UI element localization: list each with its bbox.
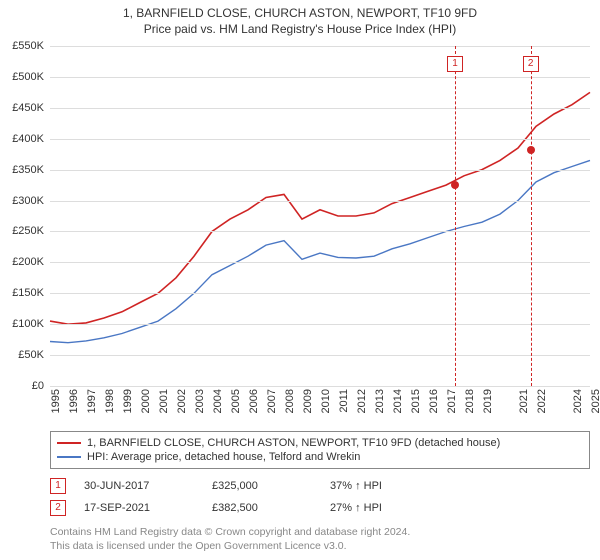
chart-x-tick-label: 2003 [194, 389, 206, 413]
chart-y-tick-label: £300K [12, 195, 44, 207]
chart-x-tick-label: 2010 [320, 389, 332, 413]
transaction-price: £325,000 [212, 480, 312, 492]
chart-gridline [50, 46, 590, 47]
chart-x-tick-label: 2004 [212, 389, 224, 413]
chart-x-tick-label: 2015 [410, 389, 422, 413]
chart-x-tick-label: 2007 [266, 389, 278, 413]
chart-marker-badge: 1 [447, 56, 463, 72]
transaction-date: 17-SEP-2021 [84, 502, 194, 514]
footer-attribution: Contains HM Land Registry data © Crown c… [50, 525, 590, 553]
chart-x-tick-label: 2016 [428, 389, 440, 413]
chart-y-tick-label: £150K [12, 287, 44, 299]
chart-gridline [50, 108, 590, 109]
chart-series-hpi [50, 160, 590, 342]
chart-marker-dot [451, 181, 459, 189]
chart-y-tick-label: £250K [12, 225, 44, 237]
chart-y-tick-label: £400K [12, 133, 44, 145]
chart-y-tick-label: £500K [12, 71, 44, 83]
chart-x-tick-label: 2021 [518, 389, 530, 413]
chart-x-tick-label: 2006 [248, 389, 260, 413]
chart-y-tick-label: £0 [32, 380, 44, 392]
chart-x-tick-label: 2022 [536, 389, 548, 413]
chart-x-tick-label: 2025 [590, 389, 600, 413]
transaction-delta: 37% ↑ HPI [330, 480, 382, 492]
chart-x-tick-label: 2005 [230, 389, 242, 413]
chart-x-tick-label: 1995 [50, 389, 62, 413]
legend-swatch [57, 456, 81, 458]
chart-y-tick-label: £200K [12, 256, 44, 268]
chart-marker-line [455, 46, 456, 386]
chart-y-tick-label: £450K [12, 102, 44, 114]
transaction-row: 2 17-SEP-2021 £382,500 27% ↑ HPI [50, 497, 590, 519]
legend-label: 1, BARNFIELD CLOSE, CHURCH ASTON, NEWPOR… [87, 437, 500, 449]
chart-plot-area: £0£50K£100K£150K£200K£250K£300K£350K£400… [50, 46, 590, 387]
chart-x-tick-label: 1999 [122, 389, 134, 413]
chart-x-tick-label: 2012 [356, 389, 368, 413]
chart-gridline [50, 201, 590, 202]
chart-x-tick-label: 2024 [572, 389, 584, 413]
chart-x-tick-label: 2013 [374, 389, 386, 413]
legend-row: HPI: Average price, detached house, Telf… [57, 450, 583, 464]
chart-lines-svg [50, 46, 590, 386]
chart-gridline [50, 170, 590, 171]
chart-title: 1, BARNFIELD CLOSE, CHURCH ASTON, NEWPOR… [0, 6, 600, 20]
legend-swatch [57, 442, 81, 444]
chart-gridline [50, 77, 590, 78]
chart-marker-dot [527, 146, 535, 154]
chart-y-tick-label: £50K [18, 349, 44, 361]
chart-marker-line [531, 46, 532, 386]
chart-x-tick-label: 2000 [140, 389, 152, 413]
chart-subtitle: Price paid vs. HM Land Registry's House … [0, 22, 600, 36]
footer-line-2: This data is licensed under the Open Gov… [50, 539, 590, 553]
footer-line-1: Contains HM Land Registry data © Crown c… [50, 525, 590, 539]
chart-x-tick-label: 1997 [86, 389, 98, 413]
chart-series-price_paid [50, 92, 590, 324]
chart-x-tick-label: 2018 [464, 389, 476, 413]
chart-gridline [50, 293, 590, 294]
chart-x-tick-label: 2002 [176, 389, 188, 413]
chart-y-tick-label: £100K [12, 318, 44, 330]
chart-gridline [50, 262, 590, 263]
chart-gridline [50, 324, 590, 325]
chart-x-tick-label: 2008 [284, 389, 296, 413]
transaction-badge: 1 [50, 478, 66, 494]
chart-x-tick-label: 1996 [68, 389, 80, 413]
chart-x-axis: 1995 1996 1997 1998 1999 2000 2001 2002 2003 2004… [50, 387, 590, 427]
chart-marker-badge: 2 [523, 56, 539, 72]
transaction-badge: 2 [50, 500, 66, 516]
chart-x-tick-label: 2001 [158, 389, 170, 413]
chart-gridline [50, 231, 590, 232]
chart-y-tick-label: £550K [12, 40, 44, 52]
transaction-delta: 27% ↑ HPI [330, 502, 382, 514]
chart-x-tick-label: 2011 [338, 389, 350, 413]
chart-y-tick-label: £350K [12, 164, 44, 176]
chart-x-tick-label: 2014 [392, 389, 404, 413]
transaction-price: £382,500 [212, 502, 312, 514]
legend-label: HPI: Average price, detached house, Telf… [87, 451, 360, 463]
chart-x-tick-label: 2019 [482, 389, 494, 413]
transaction-date: 30-JUN-2017 [84, 480, 194, 492]
chart-x-tick-label: 1998 [104, 389, 116, 413]
chart-x-tick-label: 2009 [302, 389, 314, 413]
chart-legend: 1, BARNFIELD CLOSE, CHURCH ASTON, NEWPOR… [50, 431, 590, 469]
chart-gridline [50, 355, 590, 356]
legend-row: 1, BARNFIELD CLOSE, CHURCH ASTON, NEWPOR… [57, 436, 583, 450]
transaction-row: 1 30-JUN-2017 £325,000 37% ↑ HPI [50, 475, 590, 497]
transactions-table: 1 30-JUN-2017 £325,000 37% ↑ HPI 2 17-SEP-202… [50, 475, 590, 519]
chart-x-tick-label: 2017 [446, 389, 458, 413]
chart-gridline [50, 139, 590, 140]
